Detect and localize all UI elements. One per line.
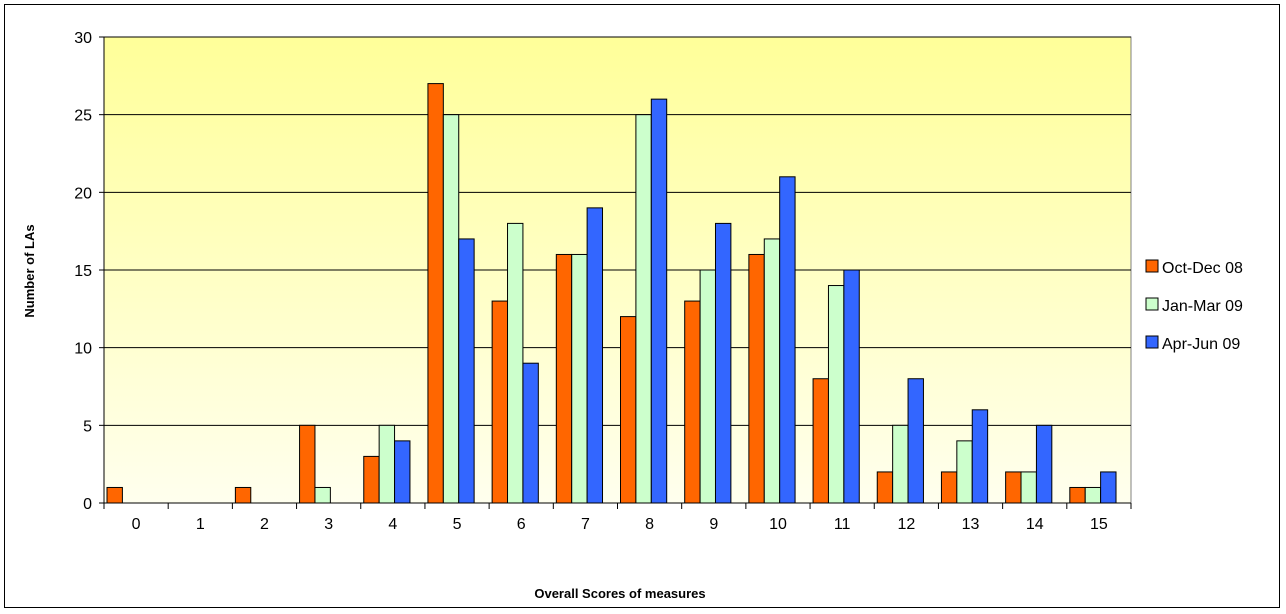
x-tick-label: 3 (324, 516, 333, 533)
x-tick-label: 4 (388, 516, 397, 533)
x-tick-label: 2 (260, 516, 269, 533)
legend-swatch (1145, 335, 1159, 349)
bar (491, 300, 509, 504)
x-tick-label: 12 (897, 516, 915, 533)
x-tick-label: 9 (709, 516, 718, 533)
y-tick-label: 30 (74, 30, 92, 47)
bar (394, 440, 411, 504)
bar (714, 222, 732, 504)
bar (684, 300, 701, 504)
bar (956, 440, 973, 504)
y-tick-label: 20 (74, 185, 92, 202)
bar (827, 285, 845, 504)
bar (635, 114, 652, 504)
y-tick-label: 0 (83, 496, 92, 513)
bar (907, 378, 924, 504)
bar (650, 98, 668, 504)
bar (427, 83, 444, 504)
bar (299, 424, 316, 504)
y-axis-title: Number of LAs (22, 224, 37, 317)
bar (442, 114, 460, 504)
legend-label: Jan-Mar 09 (1162, 298, 1243, 315)
x-tick-label: 10 (769, 516, 787, 533)
bar (522, 362, 539, 504)
x-axis-title: Overall Scores of measures (534, 586, 705, 601)
bar (748, 253, 765, 504)
bar (876, 471, 894, 504)
x-tick-label: 14 (1026, 516, 1044, 533)
x-tick-label: 6 (517, 516, 526, 533)
x-tick-label: 5 (453, 516, 462, 533)
legend-label: Apr-Jun 09 (1162, 336, 1240, 353)
bar (314, 486, 331, 504)
x-tick-label: 13 (962, 516, 980, 533)
y-tick-label: 25 (74, 108, 92, 125)
x-tick-label: 8 (645, 516, 654, 533)
bar (1084, 486, 1102, 504)
bar (699, 269, 716, 504)
legend-label: Oct-Dec 08 (1162, 260, 1243, 277)
y-tick-label: 10 (74, 341, 92, 358)
x-tick-label: 0 (132, 516, 141, 533)
bar (843, 269, 860, 504)
bar (1100, 471, 1117, 504)
x-tick-label: 7 (581, 516, 590, 533)
bar (458, 238, 475, 504)
bar (363, 455, 380, 504)
bar (378, 424, 396, 504)
bar (586, 207, 604, 504)
x-tick-label: 11 (834, 516, 851, 533)
bar (1035, 424, 1053, 504)
bar (1069, 486, 1086, 504)
bar (571, 253, 588, 504)
legend-swatch (1145, 259, 1159, 273)
bar (555, 253, 573, 504)
bar (812, 378, 829, 504)
bar (234, 486, 252, 504)
bar (106, 486, 123, 504)
bar (1005, 471, 1022, 504)
bar (971, 409, 989, 504)
legend: Oct-Dec 08 Jan-Mar 09 Apr-Jun 09 (1145, 259, 1243, 353)
y-tick-label: 15 (74, 263, 92, 280)
legend-swatch (1145, 297, 1159, 311)
y-tick-label: 5 (83, 418, 92, 435)
bar (763, 238, 781, 504)
x-tick-label: 1 (196, 516, 205, 533)
bar (779, 176, 796, 504)
bar (940, 471, 958, 504)
x-tick-label: 15 (1090, 516, 1108, 533)
bar (620, 316, 637, 504)
bar (892, 424, 909, 504)
bar (1020, 471, 1037, 504)
bar (507, 222, 524, 504)
